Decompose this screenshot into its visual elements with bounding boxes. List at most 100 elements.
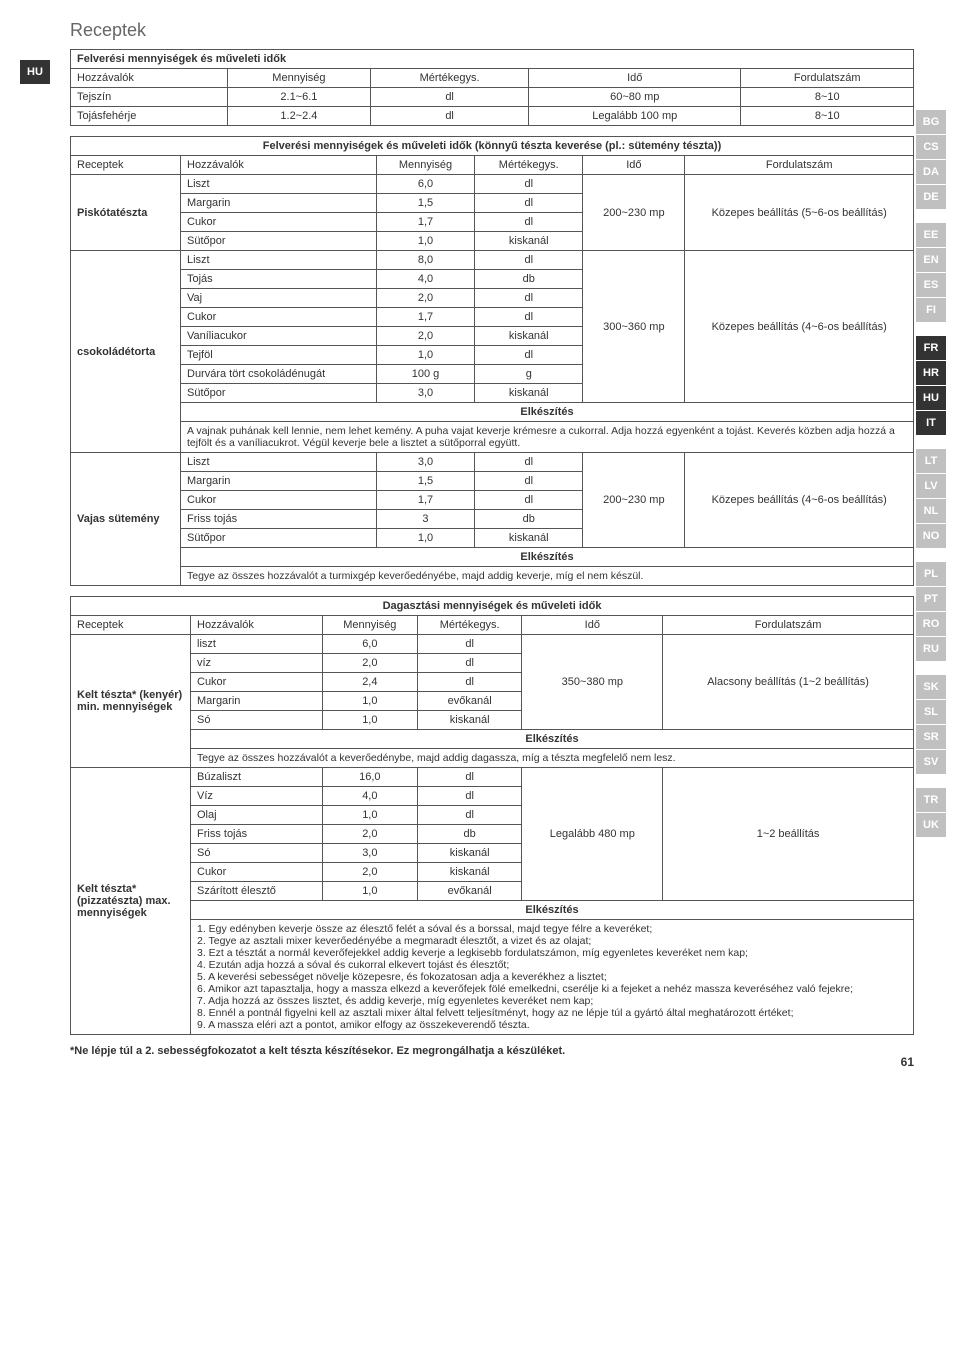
cell: dl (417, 806, 522, 825)
cell: 8,0 (376, 251, 474, 270)
cell: Liszt (181, 251, 377, 270)
language-tab-ee[interactable]: EE (916, 223, 946, 247)
elkeszites-header: Elkészítés (181, 403, 914, 422)
language-tab-sr[interactable]: SR (916, 725, 946, 749)
language-tab-fr[interactable]: FR (916, 336, 946, 360)
cell: 2.1~6.1 (227, 88, 370, 107)
cell: dl (371, 107, 529, 126)
language-tab-da[interactable]: DA (916, 160, 946, 184)
cell: dl (475, 289, 583, 308)
cell: 3,0 (322, 844, 417, 863)
recipe-name: Vajas sütemény (71, 453, 181, 586)
elkeszites-header: Elkészítés (191, 901, 914, 920)
th: Idő (583, 156, 685, 175)
cell: dl (475, 346, 583, 365)
cell: kiskanál (475, 232, 583, 251)
cell: db (475, 510, 583, 529)
recipe-name: Kelt tészta* (kenyér) min. mennyiségek (71, 635, 191, 768)
cell: kiskanál (475, 384, 583, 403)
elkeszites-note: Tegye az összes hozzávalót a turmixgép k… (181, 567, 914, 586)
th: Receptek (71, 156, 181, 175)
cell: 16,0 (322, 768, 417, 787)
speed-cell: Közepes beállítás (5~6-os beállítás) (685, 175, 914, 251)
cell: dl (475, 251, 583, 270)
cell: 3,0 (376, 453, 474, 472)
cell: g (475, 365, 583, 384)
cell: 4,0 (376, 270, 474, 289)
cell: Cukor (181, 308, 377, 327)
language-tab-es[interactable]: ES (916, 273, 946, 297)
language-tab-sl[interactable]: SL (916, 700, 946, 724)
cell: Legalább 100 mp (529, 107, 741, 126)
language-tab-hu[interactable]: HU (916, 386, 946, 410)
elkeszites-header: Elkészítés (191, 730, 914, 749)
cell: Tojásfehérje (71, 107, 228, 126)
cell: kiskanál (475, 529, 583, 548)
language-tab-it[interactable]: IT (916, 411, 946, 435)
th: Hozzávalók (191, 616, 323, 635)
language-tab-no[interactable]: NO (916, 524, 946, 548)
cell: víz (191, 654, 323, 673)
language-tab-ro[interactable]: RO (916, 612, 946, 636)
cell: Durvára tört csokoládénugát (181, 365, 377, 384)
cell: kiskanál (417, 863, 522, 882)
page-number: 61 (901, 1055, 914, 1069)
recipe-name: Kelt tészta* (pizzatészta) max. mennyisé… (71, 768, 191, 1035)
cell: Cukor (181, 213, 377, 232)
th: Fordulatszám (663, 616, 914, 635)
cell: Sütőpor (181, 232, 377, 251)
cell: Cukor (191, 863, 323, 882)
cell: 1,7 (376, 491, 474, 510)
cell: 2,0 (376, 327, 474, 346)
time-cell: 350~380 mp (522, 635, 663, 730)
speed-cell: 1~2 beállítás (663, 768, 914, 901)
language-tab-ru[interactable]: RU (916, 637, 946, 661)
cell: kiskanál (417, 844, 522, 863)
language-tab-tr[interactable]: TR (916, 788, 946, 812)
th: Idő (529, 69, 741, 88)
cell: Tojás (181, 270, 377, 289)
cell: 3,0 (376, 384, 474, 403)
cell: 100 g (376, 365, 474, 384)
language-tab-en[interactable]: EN (916, 248, 946, 272)
language-tab-de[interactable]: DE (916, 185, 946, 209)
th: Fordulatszám (685, 156, 914, 175)
language-tab-nl[interactable]: NL (916, 499, 946, 523)
recipe-name: csokoládétorta (71, 251, 181, 453)
cell: Vaníliacukor (181, 327, 377, 346)
cell: evőkanál (417, 882, 522, 901)
cell: dl (417, 787, 522, 806)
cell: db (475, 270, 583, 289)
language-tab-lt[interactable]: LT (916, 449, 946, 473)
cell: kiskanál (417, 711, 522, 730)
language-tab-cs[interactable]: CS (916, 135, 946, 159)
th: Mértékegys. (475, 156, 583, 175)
cell: 1.2~2.4 (227, 107, 370, 126)
elkeszites-note: A vajnak puhának kell lennie, nem lehet … (181, 422, 914, 453)
language-tab-lv[interactable]: LV (916, 474, 946, 498)
cell: 1,0 (376, 529, 474, 548)
recipe-name: Piskótatészta (71, 175, 181, 251)
language-tab-pt[interactable]: PT (916, 587, 946, 611)
language-tab-uk[interactable]: UK (916, 813, 946, 837)
elkeszites-note: Tegye az összes hozzávalót a keverőedény… (191, 749, 914, 768)
cell: dl (475, 491, 583, 510)
cell: liszt (191, 635, 323, 654)
footnote: *Ne lépje túl a 2. sebességfokozatot a k… (70, 1045, 914, 1057)
language-tab-hu-left[interactable]: HU (20, 60, 50, 84)
language-tab-pl[interactable]: PL (916, 562, 946, 586)
language-tab-sk[interactable]: SK (916, 675, 946, 699)
language-tab-bg[interactable]: BG (916, 110, 946, 134)
cell: Friss tojás (191, 825, 323, 844)
left-language-tabs: HU (20, 60, 50, 1077)
cell: Víz (191, 787, 323, 806)
language-tab-hr[interactable]: HR (916, 361, 946, 385)
language-tab-sv[interactable]: SV (916, 750, 946, 774)
table-dagasztasi: Dagasztási mennyiségek és műveleti idők … (70, 596, 914, 1035)
cell: dl (417, 654, 522, 673)
cell: 1,0 (322, 692, 417, 711)
speed-cell: Közepes beállítás (4~6-os beállítás) (685, 251, 914, 403)
th: Receptek (71, 616, 191, 635)
time-cell: 200~230 mp (583, 175, 685, 251)
language-tab-fi[interactable]: FI (916, 298, 946, 322)
